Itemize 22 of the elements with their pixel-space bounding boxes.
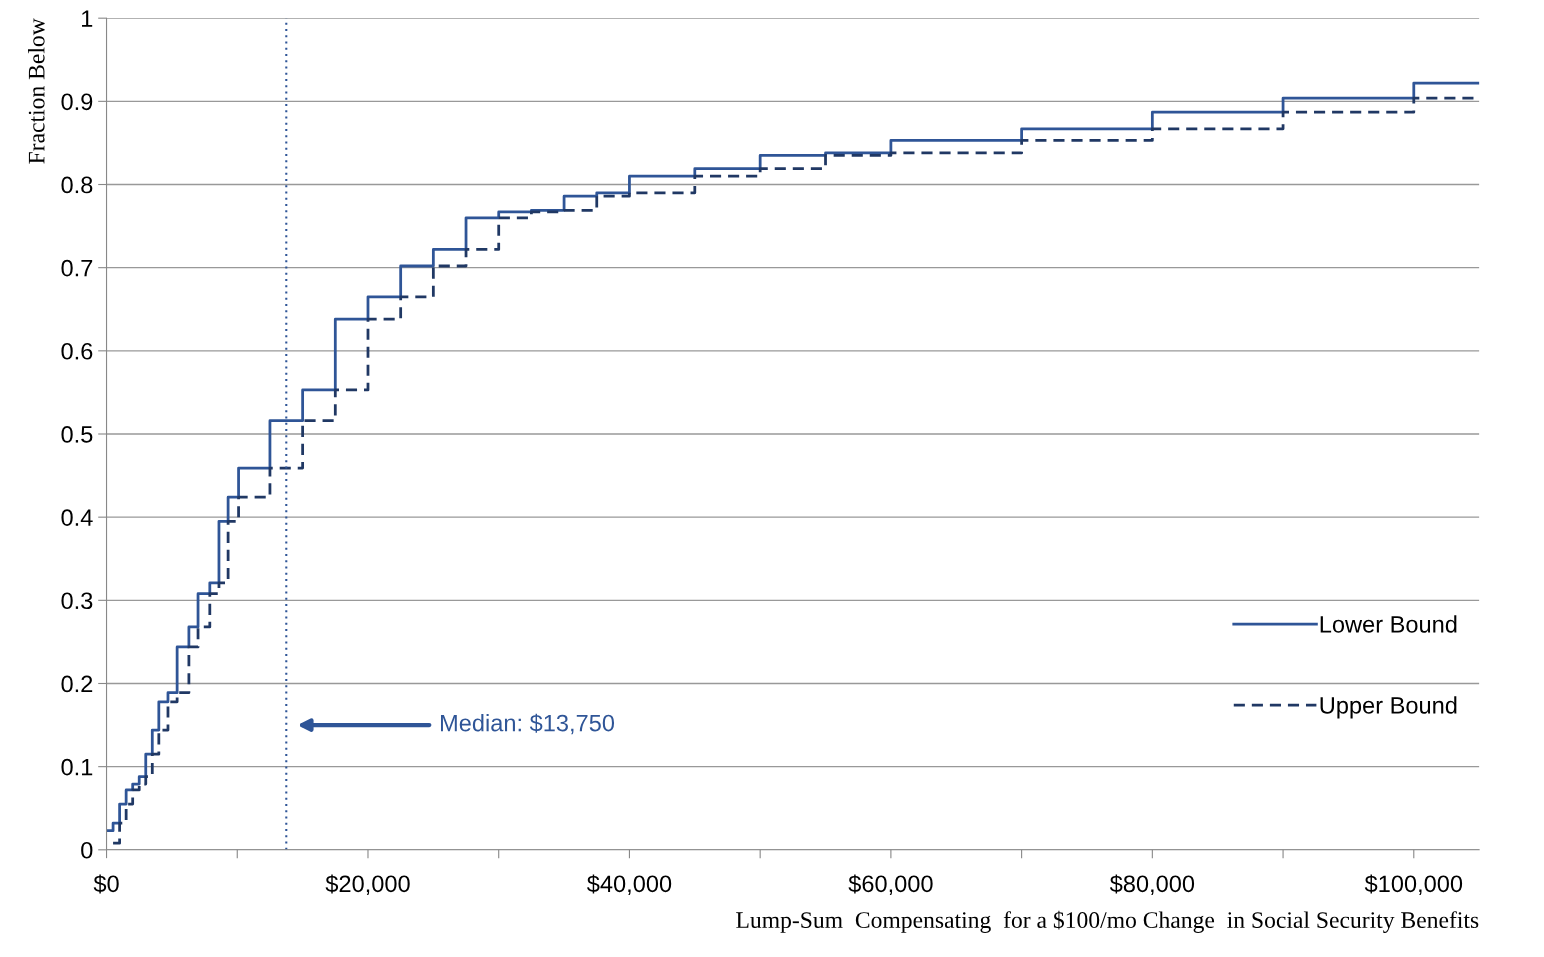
legend-label: Upper Bound xyxy=(1320,696,1457,719)
x-tick-label: $80,000 xyxy=(1109,874,1195,895)
legend-label: Lower Bound xyxy=(1320,615,1457,633)
y-tick-label: 0.9 xyxy=(61,93,93,111)
y-axis-title: Fraction Below xyxy=(28,18,45,164)
x-tick-label: $40,000 xyxy=(587,874,672,895)
y-tick-label: 0.2 xyxy=(61,675,93,693)
x-tick-label: $20,000 xyxy=(325,874,410,895)
y-tick-label: 0.6 xyxy=(61,342,93,360)
x-tick-label: $100,000 xyxy=(1364,874,1463,895)
y-tick-label: 0.7 xyxy=(61,259,93,277)
x-axis-title: Lump-Sum Compensating for a $100/mo Change in Social Security Benefits xyxy=(736,910,1479,933)
y-tick-label: 0.5 xyxy=(61,426,93,443)
ref-line-label: Median: $13,750 xyxy=(441,713,615,735)
y-tick-label: 0.4 xyxy=(61,509,93,526)
y-tick-label: 0 xyxy=(81,841,93,859)
x-tick-label: $60,000 xyxy=(848,874,933,895)
y-tick-label: 1 xyxy=(82,10,93,27)
y-tick-label: 0.1 xyxy=(61,758,93,776)
y-tick-label: 0.8 xyxy=(61,176,93,194)
y-tick-label: 0.3 xyxy=(61,592,93,610)
x-tick-label: $0 xyxy=(93,874,119,894)
